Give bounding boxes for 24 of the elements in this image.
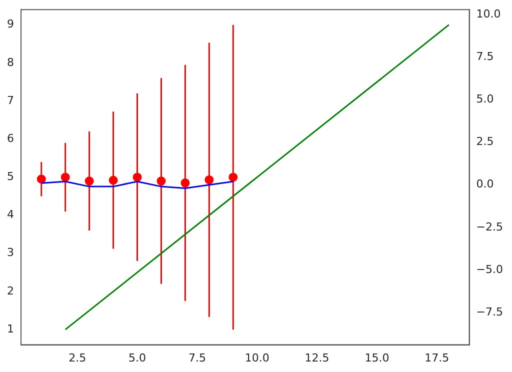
x-tick-label: 15.0 [364, 351, 390, 364]
y2-tick-label: 7.5 [476, 50, 494, 64]
x-tick-label: 12.5 [304, 351, 330, 364]
y2-tick-label: 5.0 [476, 92, 494, 106]
y-tick-label: 1 [7, 322, 14, 336]
y2-tick-label: −5.0 [476, 262, 504, 276]
y-tick-label: 6 [7, 132, 14, 145]
x-tick-label: 17.5 [424, 351, 450, 364]
y-tick-label: 8 [7, 56, 14, 69]
y2-tick-label: −7.5 [476, 305, 504, 318]
y2-tick-label: 2.5 [476, 135, 494, 148]
y-tick-label: 4 [7, 208, 14, 222]
y-tick-label: 7 [7, 94, 14, 107]
y-tick-label: 3 [7, 246, 14, 260]
y2-tick-label: −2.5 [476, 220, 504, 234]
x-tick-label: 5.0 [128, 351, 146, 364]
y2-tick-label: 10.0 [476, 8, 501, 21]
y2-tick-label: 0.0 [476, 178, 494, 191]
x-tick-label: 7.5 [188, 351, 206, 364]
x-tick-label: 2.5 [68, 351, 86, 364]
y-tick-label: 2 [7, 284, 14, 298]
x-tick-label: 10.0 [244, 351, 270, 364]
y-tick-label: 5 [7, 170, 14, 184]
y-tick-label: 9 [7, 18, 14, 31]
